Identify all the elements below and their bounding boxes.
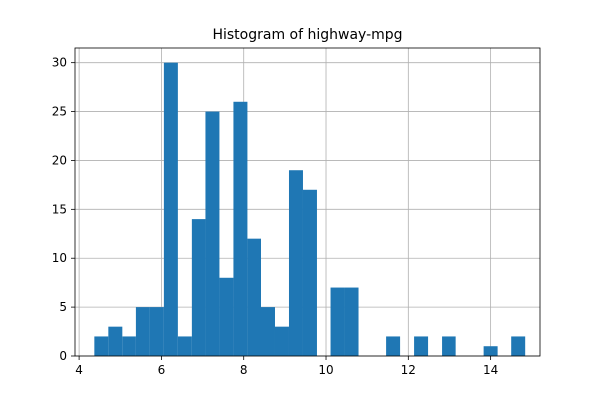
histogram-bar [205, 111, 220, 356]
ticks: 4 6 8 10 12 14 0 5 10 15 20 25 30 [52, 56, 499, 377]
y-tick-label: 20 [52, 153, 67, 167]
histogram-bar [149, 307, 164, 356]
histogram-bar [163, 62, 178, 357]
histogram-bar [511, 336, 526, 356]
histogram-bar [442, 336, 456, 356]
histogram-bar [344, 287, 359, 356]
histogram-bar [219, 277, 234, 356]
y-tick-label: 0 [59, 349, 67, 363]
histogram-bar [274, 326, 289, 356]
y-tick-label: 5 [59, 300, 67, 314]
y-tick-label: 15 [52, 202, 67, 216]
chart-title: Histogram of highway-mpg [212, 27, 402, 43]
histogram-bar [191, 219, 206, 356]
histogram-bar [94, 336, 109, 356]
x-tick-label: 8 [240, 363, 248, 377]
histogram-bar [483, 346, 498, 356]
x-tick-label: 12 [401, 363, 416, 377]
histogram-bar [414, 336, 429, 356]
histogram-bar [330, 287, 345, 356]
histogram-bar [288, 170, 303, 356]
x-tick-label: 4 [75, 363, 83, 377]
histogram-bar [177, 336, 192, 356]
x-tick-label: 6 [158, 363, 166, 377]
histogram-bar [386, 336, 401, 356]
histogram-bar [233, 101, 248, 357]
x-tick-label: 14 [483, 363, 498, 377]
histogram-bar [108, 326, 123, 356]
histogram-bar [135, 307, 150, 356]
histogram-bar [302, 189, 317, 356]
axes [74, 47, 541, 357]
histogram-bar [261, 307, 275, 356]
y-tick-label: 30 [52, 56, 67, 70]
y-tick-label: 10 [52, 251, 67, 265]
y-tick-label: 25 [52, 105, 67, 119]
x-tick-label: 10 [318, 363, 333, 377]
histogram-bar [247, 238, 261, 356]
bars [94, 62, 526, 357]
histogram-bar [122, 336, 136, 356]
axes-frame [74, 47, 541, 357]
